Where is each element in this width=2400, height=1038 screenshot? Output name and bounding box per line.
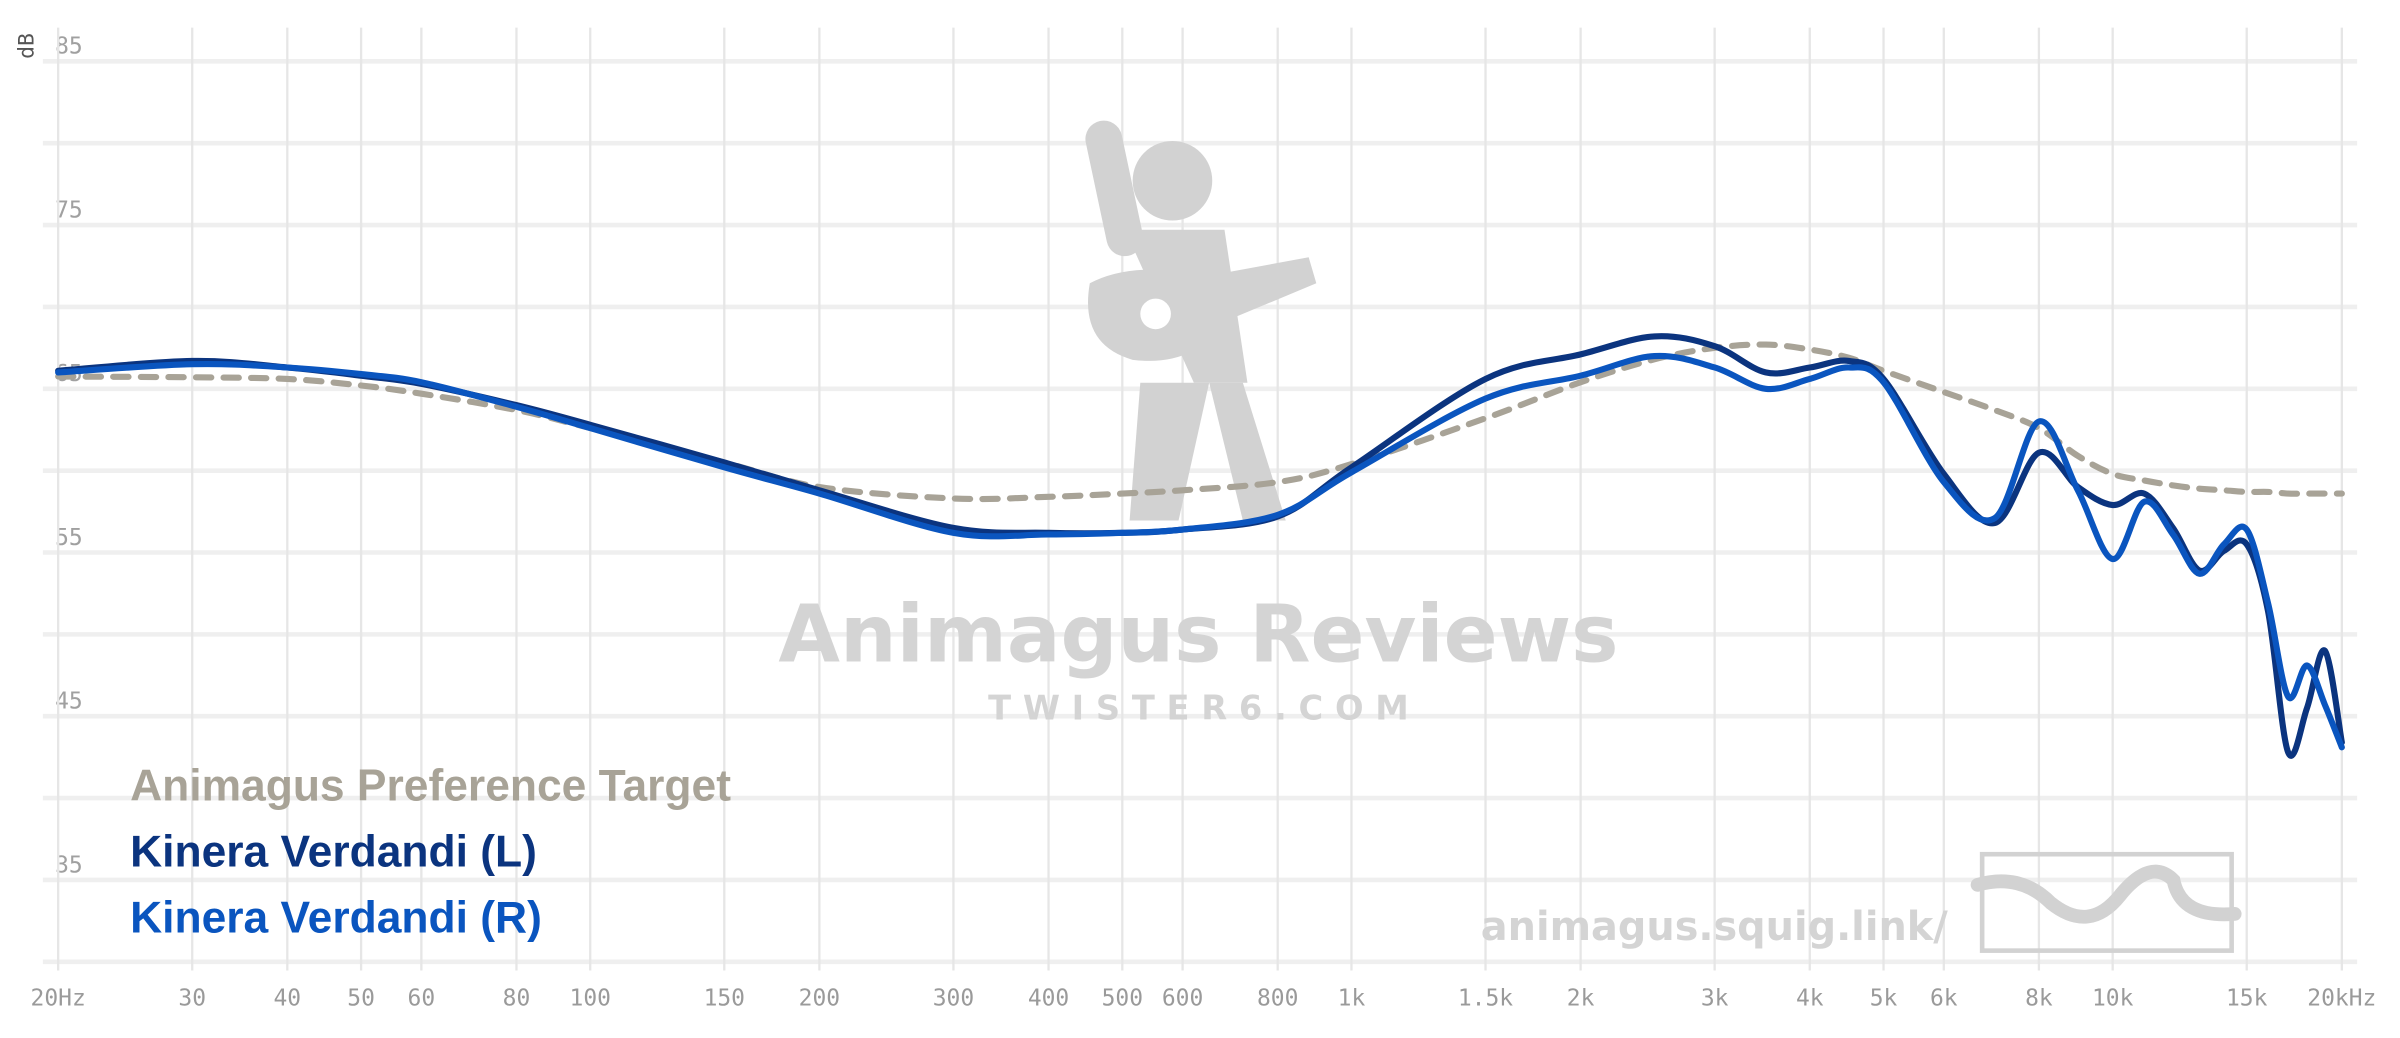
x-tick-label: 6k — [1930, 986, 1958, 1012]
x-tick-label: 30 — [178, 986, 206, 1012]
x-tick-label: 150 — [704, 986, 745, 1012]
series-line — [55, 333, 2345, 759]
watermark-logo — [1970, 851, 2242, 953]
x-tick-label: 4k — [1796, 986, 1824, 1012]
series-line — [55, 352, 2345, 751]
y-axis-label: dB — [15, 33, 40, 59]
legend-entry: Animagus Preference Target — [130, 762, 731, 811]
x-tick-label: 2k — [1567, 986, 1595, 1012]
x-tick-label: 40 — [274, 986, 302, 1012]
x-tick-label: 5k — [1870, 986, 1898, 1012]
watermark-subtitle: T W I S T E R 6 . C O M — [988, 689, 1409, 728]
x-tick-label: 1k — [1338, 986, 1366, 1012]
x-tick-label: 500 — [1102, 986, 1143, 1012]
legend-entry: Kinera Verdandi (L) — [130, 827, 537, 876]
x-tick-label: 800 — [1257, 986, 1298, 1012]
y-tick-label: 75 — [55, 197, 83, 223]
watermark-url: animagus.squig.link/ — [1481, 904, 1948, 950]
x-tick-label: 10k — [2092, 986, 2134, 1012]
x-tick-label: 20Hz — [31, 986, 86, 1012]
y-tick-label: 35 — [55, 852, 83, 878]
x-tick-label: 600 — [1162, 986, 1203, 1012]
x-tick-label: 60 — [408, 986, 436, 1012]
x-tick-label: 300 — [933, 986, 974, 1012]
x-tick-label: 100 — [570, 986, 611, 1012]
legend: Animagus Preference Target Kinera Verdand… — [130, 762, 731, 943]
x-tick-label: 80 — [503, 986, 531, 1012]
x-tick-label: 8k — [2025, 986, 2053, 1012]
x-tick-label: 1.5k — [1458, 986, 1513, 1012]
lines — [55, 333, 2345, 759]
series-line — [55, 341, 2345, 503]
x-tick-label: 200 — [799, 986, 840, 1012]
x-tick-label: 3k — [1701, 986, 1729, 1012]
y-tick-label: 85 — [55, 34, 83, 60]
y-tick-label: 45 — [55, 689, 83, 715]
x-tick-label: 15k — [2226, 986, 2268, 1012]
x-tick-label: 20kHz — [2307, 986, 2376, 1012]
watermark-figure — [1085, 120, 1317, 521]
y-tick-label: 55 — [55, 525, 83, 551]
x-tick-label: 400 — [1028, 986, 1069, 1012]
x-tick-label: 50 — [347, 986, 375, 1012]
legend-entry: Kinera Verdandi (R) — [130, 893, 542, 942]
watermark-title: Animagus Reviews — [778, 587, 1618, 680]
